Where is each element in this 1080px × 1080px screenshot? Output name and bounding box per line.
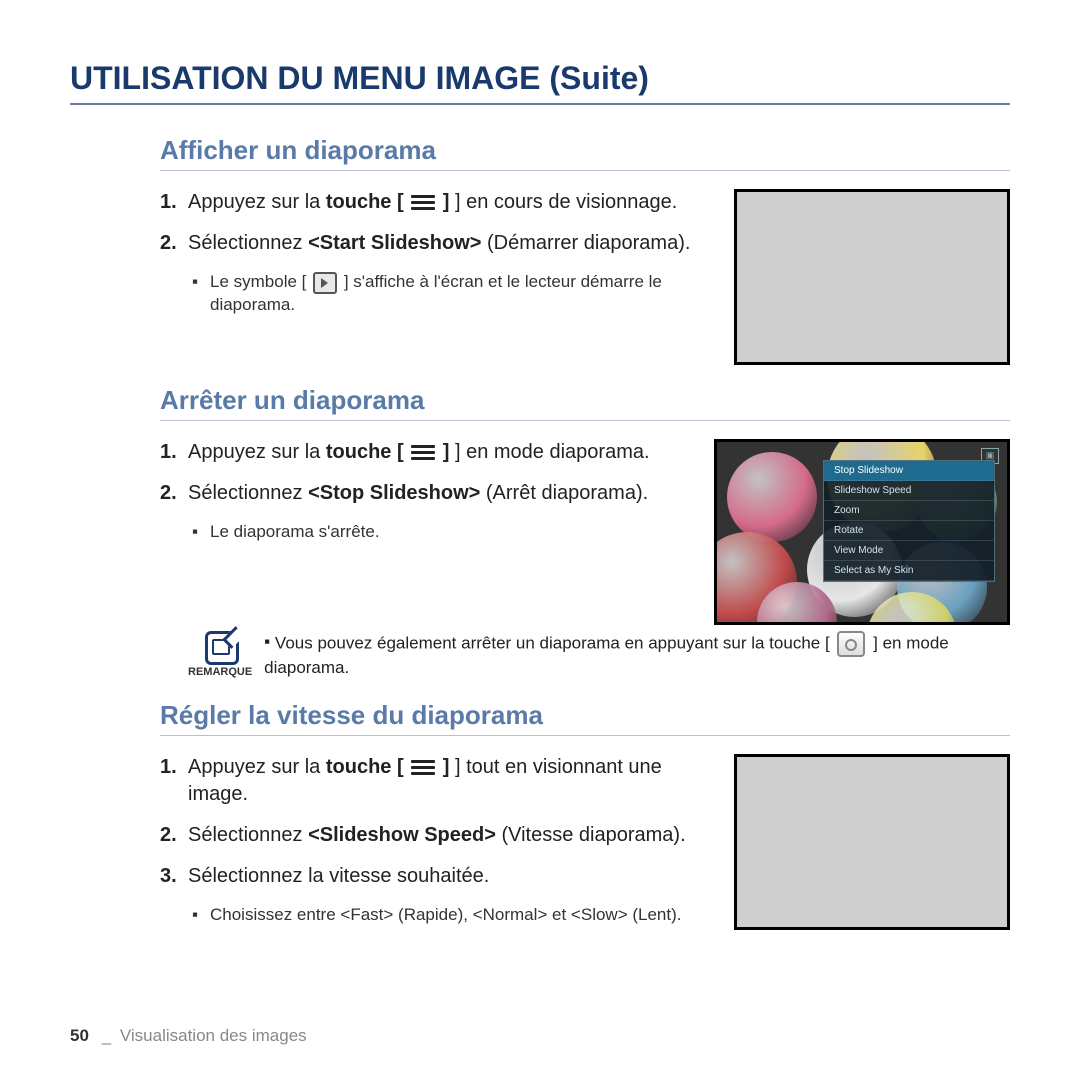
- text: Appuyez sur la: [188, 191, 326, 213]
- text: Sélectionnez: [188, 824, 308, 846]
- text: (Arrêt diaporama).: [480, 482, 648, 504]
- text: ] en cours de visionnage.: [455, 191, 677, 213]
- text: Le symbole [: [210, 272, 306, 291]
- step: 2. Sélectionnez <Stop Slideshow> (Arrêt …: [160, 480, 694, 507]
- section-heading-afficher: Afficher un diaporama: [160, 135, 1010, 171]
- text: ] en mode diaporama.: [455, 441, 650, 463]
- step: 1. Appuyez sur la touche [ ] ] en mode d…: [160, 439, 694, 466]
- section-heading-arreter: Arrêter un diaporama: [160, 385, 1010, 421]
- screenshot-placeholder: [734, 754, 1010, 930]
- play-icon: [313, 272, 337, 294]
- text: Vous pouvez également arrêter un diapora…: [275, 633, 830, 652]
- text: Appuyez sur la: [188, 441, 326, 463]
- step: 2. Sélectionnez <Start Slideshow> (Démar…: [160, 230, 714, 257]
- bullet: ▪ Choisissez entre <Fast> (Rapide), <Nor…: [192, 904, 714, 927]
- menu-item[interactable]: View Mode: [824, 541, 994, 561]
- context-menu: Stop SlideshowSlideshow SpeedZoomRotateV…: [823, 460, 995, 582]
- footer-separator: _: [102, 1026, 111, 1045]
- step: 3. Sélectionnez la vitesse souhaitée.: [160, 863, 714, 890]
- screenshot-placeholder: [734, 189, 1010, 365]
- text: Sélectionnez la vitesse souhaitée.: [188, 863, 714, 890]
- menu-icon: [411, 192, 435, 213]
- bold-text: ]: [443, 441, 455, 463]
- step-number: 1.: [160, 189, 188, 216]
- bold-text: touche [: [326, 756, 404, 778]
- menu-item[interactable]: Stop Slideshow: [824, 461, 994, 481]
- screenshot-with-menu: ▣ Stop SlideshowSlideshow SpeedZoomRotat…: [714, 439, 1010, 625]
- step-number: 2.: [160, 480, 188, 507]
- menu-item[interactable]: Zoom: [824, 501, 994, 521]
- step-number: 2.: [160, 230, 188, 257]
- step: 2. Sélectionnez <Slideshow Speed> (Vites…: [160, 822, 714, 849]
- page-title: UTILISATION DU MENU IMAGE (Suite): [70, 60, 1010, 105]
- footer-chapter: Visualisation des images: [120, 1026, 307, 1045]
- bullet: ▪ Le symbole [ ] s'affiche à l'écran et …: [192, 271, 714, 317]
- bold-text: <Slideshow Speed>: [308, 824, 496, 846]
- text: Choisissez entre <Fast> (Rapide), <Norma…: [210, 904, 682, 927]
- remark: REMARQUE ▪ Vous pouvez également arrêter…: [188, 631, 1010, 680]
- menu-icon: [411, 757, 435, 778]
- page-number: 50: [70, 1026, 89, 1045]
- bold-text: touche [: [326, 441, 404, 463]
- step: 1. Appuyez sur la touche [ ] ] tout en v…: [160, 754, 714, 808]
- step-number: 1.: [160, 439, 188, 466]
- bold-text: ]: [443, 191, 455, 213]
- bold-text: ]: [443, 756, 455, 778]
- menu-icon: [411, 442, 435, 463]
- text: Sélectionnez: [188, 232, 308, 254]
- menu-item[interactable]: Select as My Skin: [824, 561, 994, 581]
- note-icon: [205, 631, 239, 665]
- text: Sélectionnez: [188, 482, 308, 504]
- bullet: ▪ Le diaporama s'arrête.: [192, 521, 694, 544]
- menu-item[interactable]: Slideshow Speed: [824, 481, 994, 501]
- step-number: 3.: [160, 863, 188, 890]
- bold-text: touche [: [326, 191, 404, 213]
- text: Appuyez sur la: [188, 756, 326, 778]
- note-label: REMARQUE: [188, 665, 252, 680]
- text: (Vitesse diaporama).: [496, 824, 686, 846]
- section-heading-regler: Régler la vitesse du diaporama: [160, 700, 1010, 736]
- text: Le diaporama s'arrête.: [210, 521, 380, 544]
- text: (Démarrer diaporama).: [481, 232, 690, 254]
- menu-item[interactable]: Rotate: [824, 521, 994, 541]
- step: 1. Appuyez sur la touche [ ] ] en cours …: [160, 189, 714, 216]
- bold-text: <Start Slideshow>: [308, 232, 481, 254]
- step-number: 1.: [160, 754, 188, 808]
- back-icon: [837, 631, 865, 657]
- page-footer: 50 _ Visualisation des images: [70, 1026, 307, 1046]
- bold-text: <Stop Slideshow>: [308, 482, 480, 504]
- step-number: 2.: [160, 822, 188, 849]
